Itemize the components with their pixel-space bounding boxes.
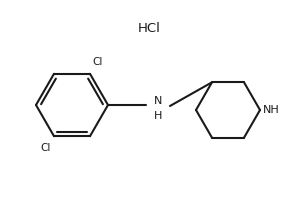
Text: H: H xyxy=(154,111,162,121)
Text: HCl: HCl xyxy=(138,22,161,35)
Text: N: N xyxy=(154,96,162,106)
Text: Cl: Cl xyxy=(40,143,50,153)
Text: NH: NH xyxy=(263,105,280,115)
Text: Cl: Cl xyxy=(92,57,102,67)
